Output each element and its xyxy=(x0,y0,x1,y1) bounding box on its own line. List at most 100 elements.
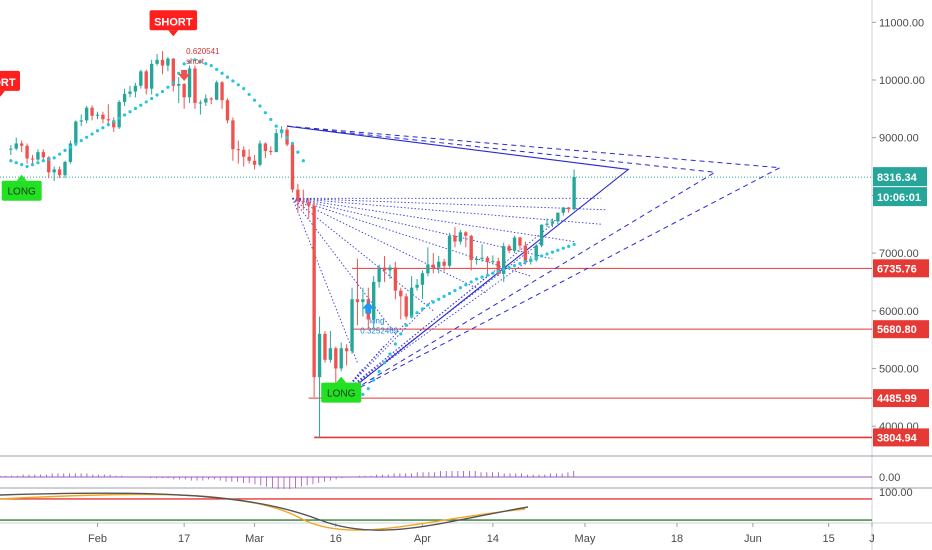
macd-zero-label: 0.00 xyxy=(879,472,900,484)
candle-body xyxy=(41,152,46,158)
candle-body xyxy=(485,257,490,262)
long-signal-pointer xyxy=(16,174,27,181)
candle-body xyxy=(84,107,89,121)
sar-dot xyxy=(122,113,127,117)
sar-dot xyxy=(117,116,121,120)
candle-body xyxy=(572,176,576,210)
countdown-label-bg xyxy=(873,187,927,207)
candle-body xyxy=(133,85,138,92)
sar-dot xyxy=(529,258,533,262)
sar-dot xyxy=(399,332,403,336)
sar-dot xyxy=(133,106,138,111)
sar-dot xyxy=(420,307,425,311)
candle-body xyxy=(344,348,349,352)
candle-body xyxy=(25,145,29,159)
candle-body xyxy=(214,82,219,100)
candle-body xyxy=(393,267,398,291)
candle-body xyxy=(30,158,35,160)
sar-dot xyxy=(144,100,148,104)
long-signal-box xyxy=(321,382,362,403)
candle-body xyxy=(334,348,338,369)
price-level-label: 3804.94 xyxy=(877,432,918,444)
candle-body xyxy=(177,84,181,86)
candle-body xyxy=(14,143,18,149)
sar-dot xyxy=(209,63,213,68)
candle-body xyxy=(187,68,192,98)
candle-body xyxy=(556,212,560,222)
y-tick-label: 10000.00 xyxy=(879,75,925,87)
sar-dot xyxy=(47,157,51,161)
candle-body xyxy=(561,207,565,213)
candle-body xyxy=(149,63,154,89)
sar-dot xyxy=(242,87,246,91)
sar-dot xyxy=(14,161,18,165)
y-tick-label: 6000.00 xyxy=(879,306,919,318)
sar-dot xyxy=(410,314,414,319)
sar-dot xyxy=(166,85,170,89)
candle-body xyxy=(160,59,165,66)
candle-body xyxy=(36,152,40,160)
x-tick-label: Jun xyxy=(744,533,762,545)
candle-body xyxy=(355,299,360,303)
sar-dot xyxy=(90,132,94,136)
sar-dot xyxy=(247,92,251,97)
x-tick-label: 18 xyxy=(671,533,683,545)
fan-line xyxy=(292,197,553,260)
sar-dot xyxy=(464,283,468,287)
sar-dot xyxy=(545,252,549,256)
sar-dot xyxy=(485,273,490,277)
candle-body xyxy=(458,232,463,242)
candle-body xyxy=(139,71,143,86)
fan-line xyxy=(292,197,488,294)
short-signal-label: SHORT xyxy=(154,16,193,28)
candle-body xyxy=(545,223,549,225)
price-level-label-bg xyxy=(873,389,929,408)
x-tick-label: 14 xyxy=(487,533,499,545)
x-tick-label: Mar xyxy=(245,533,264,545)
sar-dot xyxy=(274,124,278,128)
long-strategy-value: 0.3252469 xyxy=(360,327,398,336)
sar-dot xyxy=(382,361,387,365)
candle-body xyxy=(550,221,555,224)
short-signal-box xyxy=(0,70,20,91)
fan-line xyxy=(340,322,407,395)
triangle-extension xyxy=(287,125,782,398)
candle-body xyxy=(523,245,528,262)
sar-dot xyxy=(507,265,511,270)
candle-body xyxy=(442,261,446,266)
y-tick-label: 7000.00 xyxy=(879,248,919,260)
sar-dot xyxy=(171,81,175,85)
x-tick-label: 15 xyxy=(823,533,835,545)
sar-dot xyxy=(231,79,235,83)
candle-body xyxy=(263,143,268,151)
candle-body xyxy=(469,235,473,260)
sar-dot xyxy=(269,117,273,122)
sar-dot xyxy=(280,130,284,134)
sar-dot xyxy=(95,129,100,133)
candle-body xyxy=(252,160,257,165)
y-tick-label: 5000.00 xyxy=(879,363,919,375)
sar-dot xyxy=(36,161,40,165)
candle-body xyxy=(171,58,175,86)
sar-dot xyxy=(258,104,262,108)
sar-dot xyxy=(502,267,506,272)
short-signal-pointer xyxy=(0,90,5,97)
long-signal-label: LONG xyxy=(327,389,356,400)
candle-body xyxy=(9,148,13,150)
fan-line xyxy=(292,197,531,277)
candle-body xyxy=(388,267,392,271)
candle-body xyxy=(382,267,387,271)
candle-body xyxy=(247,156,251,161)
sar-dot xyxy=(128,110,132,114)
triangle-extension xyxy=(287,125,717,398)
candle-body xyxy=(290,144,295,190)
sar-dot xyxy=(220,71,224,75)
sar-dot xyxy=(301,159,305,163)
sar-dot xyxy=(215,67,219,72)
sar-dot xyxy=(415,311,419,315)
candle-body xyxy=(106,119,111,121)
sar-dot xyxy=(9,159,13,163)
candle-body xyxy=(491,261,495,263)
